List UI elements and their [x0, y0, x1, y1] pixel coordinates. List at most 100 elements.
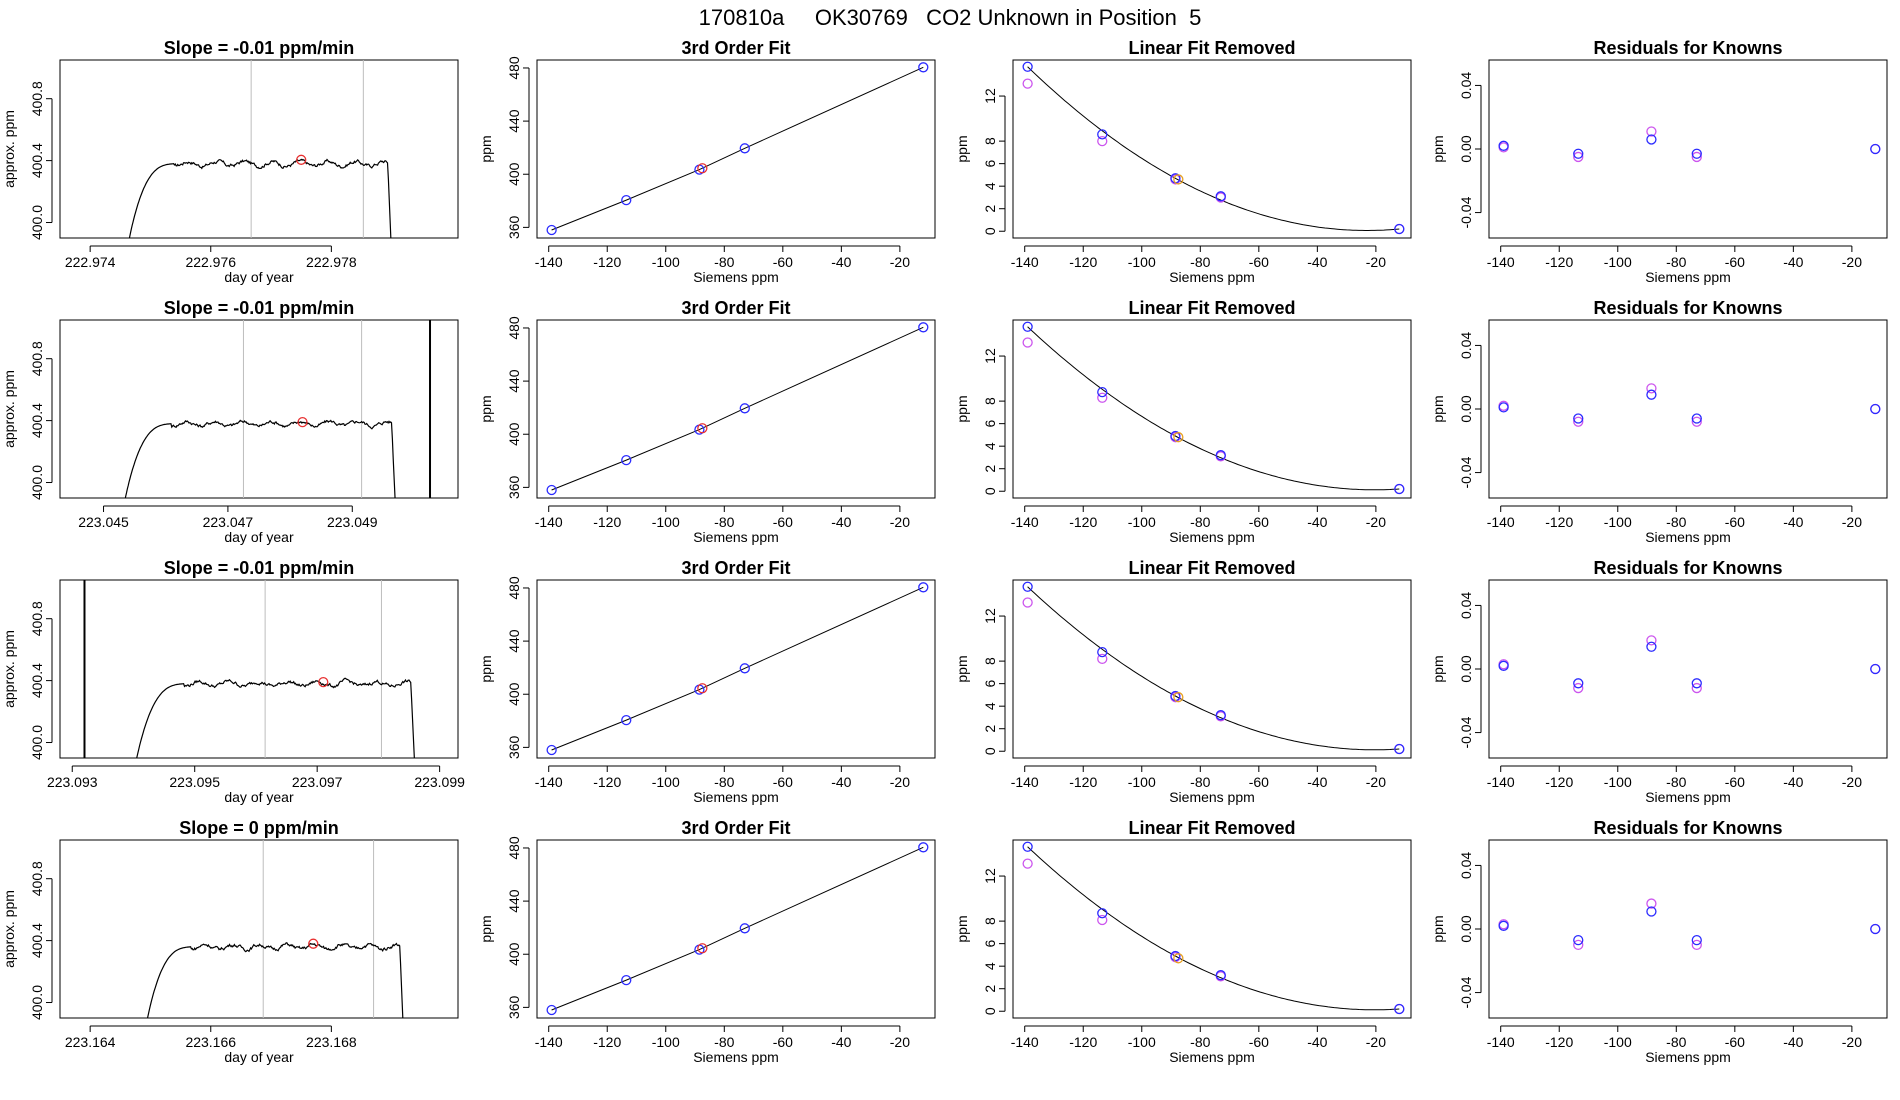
- y-tick-label: 2: [982, 985, 998, 993]
- x-axis-label: day of year: [224, 529, 294, 545]
- x-tick-label: -120: [593, 254, 621, 270]
- x-axis-label: Siemens ppm: [1169, 269, 1255, 285]
- x-tick-label: -20: [1842, 514, 1862, 530]
- known-point-blue: [1097, 386, 1108, 398]
- x-tick-label: 223.168: [306, 1034, 357, 1050]
- residual-point-magenta: [1646, 383, 1657, 394]
- fit-plot-frame: [536, 839, 936, 1019]
- fit-curve: [551, 66, 924, 231]
- y-axis-label: ppm: [478, 655, 494, 682]
- x-tick-label: -60: [773, 774, 793, 790]
- unknown-point: [1173, 953, 1184, 964]
- residual-point-magenta: [1573, 151, 1584, 163]
- trace-plot-frame: [59, 319, 459, 499]
- x-tick-label: -60: [1249, 1034, 1269, 1050]
- x-tick-label: -80: [1666, 1034, 1686, 1050]
- trace-panel: Slope = -0.01 ppm/min 223.045 223.047 223.0…: [1, 298, 459, 545]
- residual-point-magenta: [1646, 635, 1657, 646]
- known-point-blue: [1394, 223, 1405, 235]
- residual-point-blue: [1646, 641, 1657, 652]
- y-tick-label: -0.04: [1458, 716, 1474, 748]
- x-axis-label: day of year: [224, 269, 294, 285]
- known-standard-point: [546, 224, 557, 236]
- residual-point-blue: [1691, 413, 1702, 424]
- x-tick-label: -120: [1069, 254, 1097, 270]
- residual-point-magenta: [1646, 898, 1657, 909]
- unknown-mean-marker: [296, 154, 307, 165]
- x-tick-label: -80: [1190, 514, 1210, 530]
- known-point-blue: [1215, 710, 1226, 721]
- x-tick-label: -20: [890, 514, 910, 530]
- known-point-blue: [1022, 841, 1033, 852]
- y-tick-label: 440: [506, 369, 522, 393]
- y-tick-label: 12: [982, 868, 998, 884]
- trace-panel-title: Slope = -0.01 ppm/min: [164, 558, 355, 578]
- y-tick-label: 400.0: [29, 725, 45, 760]
- x-tick-label: -20: [1842, 774, 1862, 790]
- concentration-trace: [124, 419, 396, 498]
- y-axis-label: ppm: [478, 915, 494, 942]
- y-tick-label: 2: [982, 205, 998, 213]
- y-tick-label: 400.4: [29, 923, 45, 958]
- x-tick-label: -80: [714, 774, 734, 790]
- y-tick-label: 0.00: [1458, 655, 1474, 682]
- x-tick-label: -120: [1545, 774, 1573, 790]
- trace-plot-frame: [59, 59, 459, 239]
- x-axis-label: Siemens ppm: [1169, 789, 1255, 805]
- y-tick-label: 4: [982, 962, 998, 970]
- residual-point-blue: [1691, 678, 1702, 689]
- residual-point-blue: [1498, 140, 1509, 151]
- y-axis-label: ppm: [1430, 135, 1446, 162]
- known-point-magenta: [1022, 337, 1033, 348]
- x-tick-label: -60: [773, 514, 793, 530]
- y-tick-label: 2: [982, 725, 998, 733]
- x-tick-label: -100: [1128, 254, 1156, 270]
- row-2: Slope = -0.01 ppm/min 223.045 223.047 223.0…: [1, 298, 1888, 545]
- y-tick-label: 480: [506, 836, 522, 860]
- x-tick-label: -80: [1666, 514, 1686, 530]
- unknown-sample-point: [697, 683, 708, 694]
- plot-area: [83, 580, 415, 758]
- linear-removed-panel: Linear Fit Removed -140 -120 -100 -80 -60 -40 -…: [954, 38, 1412, 285]
- known-standard-point: [621, 714, 632, 726]
- x-tick-label: -120: [593, 514, 621, 530]
- x-tick-label: -20: [1842, 1034, 1862, 1050]
- x-tick-label: -40: [1783, 774, 1803, 790]
- y-tick-label: 0: [982, 487, 998, 495]
- x-tick-label: -80: [714, 254, 734, 270]
- row-4: Slope = 0 ppm/min 223.164 223.166 223.168 da…: [1, 818, 1888, 1065]
- fit-plot-frame: [536, 59, 936, 239]
- y-axis-label: ppm: [478, 135, 494, 162]
- fit-panel: 3rd Order Fit -140 -120 -100 -80 -60 -40 -20 Sie…: [478, 818, 936, 1065]
- main-title: 170810a OK30769 CO2 Unknown in Position …: [699, 5, 1202, 30]
- fit-panel-title: 3rd Order Fit: [681, 818, 790, 838]
- trace-panel: Slope = -0.01 ppm/min 223.093 223.095 223.0…: [1, 558, 465, 805]
- x-tick-label: -100: [1128, 1034, 1156, 1050]
- x-axis-label: Siemens ppm: [693, 1049, 779, 1065]
- y-axis-label: ppm: [954, 915, 970, 942]
- y-axis-label: ppm: [1430, 915, 1446, 942]
- plot-area: [546, 582, 929, 756]
- x-tick-label: -100: [1604, 774, 1632, 790]
- residual-point-blue: [1870, 663, 1881, 675]
- x-tick-label: -140: [1011, 774, 1039, 790]
- y-tick-label: 440: [506, 629, 522, 653]
- fit-panel-title: 3rd Order Fit: [681, 298, 790, 318]
- nonlinear-fit-curve: [1027, 326, 1400, 491]
- x-tick-label: 223.166: [185, 1034, 236, 1050]
- known-point-blue: [1215, 450, 1226, 461]
- y-tick-label: 6: [982, 680, 998, 688]
- x-tick-label: -20: [890, 774, 910, 790]
- known-point-blue: [1394, 1003, 1405, 1015]
- x-tick-label: -40: [1307, 1034, 1327, 1050]
- known-point-blue: [1022, 581, 1033, 592]
- residual-point-magenta: [1573, 416, 1584, 427]
- y-axis-label: approx. ppm: [1, 110, 17, 188]
- y-tick-label: 0: [982, 1007, 998, 1015]
- known-point-blue: [1097, 129, 1108, 140]
- x-axis-label: Siemens ppm: [1645, 1049, 1731, 1065]
- x-tick-label: -40: [1307, 774, 1327, 790]
- known-point-blue: [1215, 191, 1226, 202]
- residual-point-magenta: [1573, 682, 1584, 694]
- known-standard-point: [739, 923, 750, 934]
